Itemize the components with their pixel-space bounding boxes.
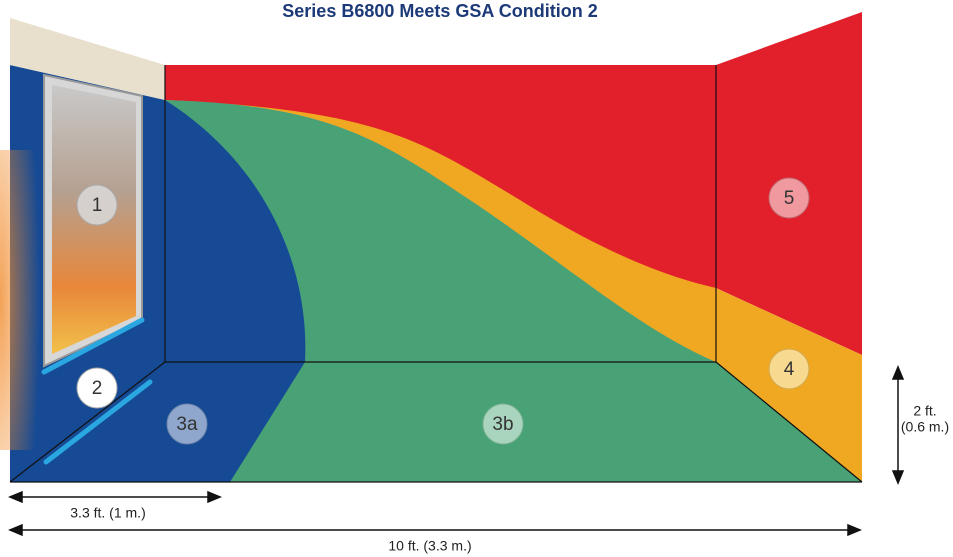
floor-3a [10,362,305,482]
zone-3b-wall [165,100,716,362]
dimension-label: 3.3 ft. (1 m.) [70,505,145,521]
zone-label: 3a [176,414,198,435]
zone-label: 4 [784,359,795,380]
zone-badge [76,184,118,226]
dimension-arrows [8,365,905,537]
zone-label: 3b [492,414,513,435]
zone-badge [166,403,208,445]
room-edges [9,65,863,483]
zone-3a-wall [165,100,306,362]
dimension-label: 10 ft. (3.3 m.) [388,538,471,554]
light-strip [41,317,145,375]
zone-label: 2 [92,378,103,399]
zone-badge [76,367,118,409]
dimension-label: 2 ft. [913,403,936,419]
zone-badge [768,348,810,390]
zone-label: 1 [92,195,103,216]
zone-label: 5 [784,188,795,209]
title: Series B6800 Meets GSA Condition 2 [282,1,597,21]
light-strip [43,379,153,465]
zone-badge [768,177,810,219]
soffit [10,18,165,100]
zone-badge [482,403,524,445]
fire-glow [0,150,40,450]
dimension-label: (0.6 m.) [901,419,949,435]
